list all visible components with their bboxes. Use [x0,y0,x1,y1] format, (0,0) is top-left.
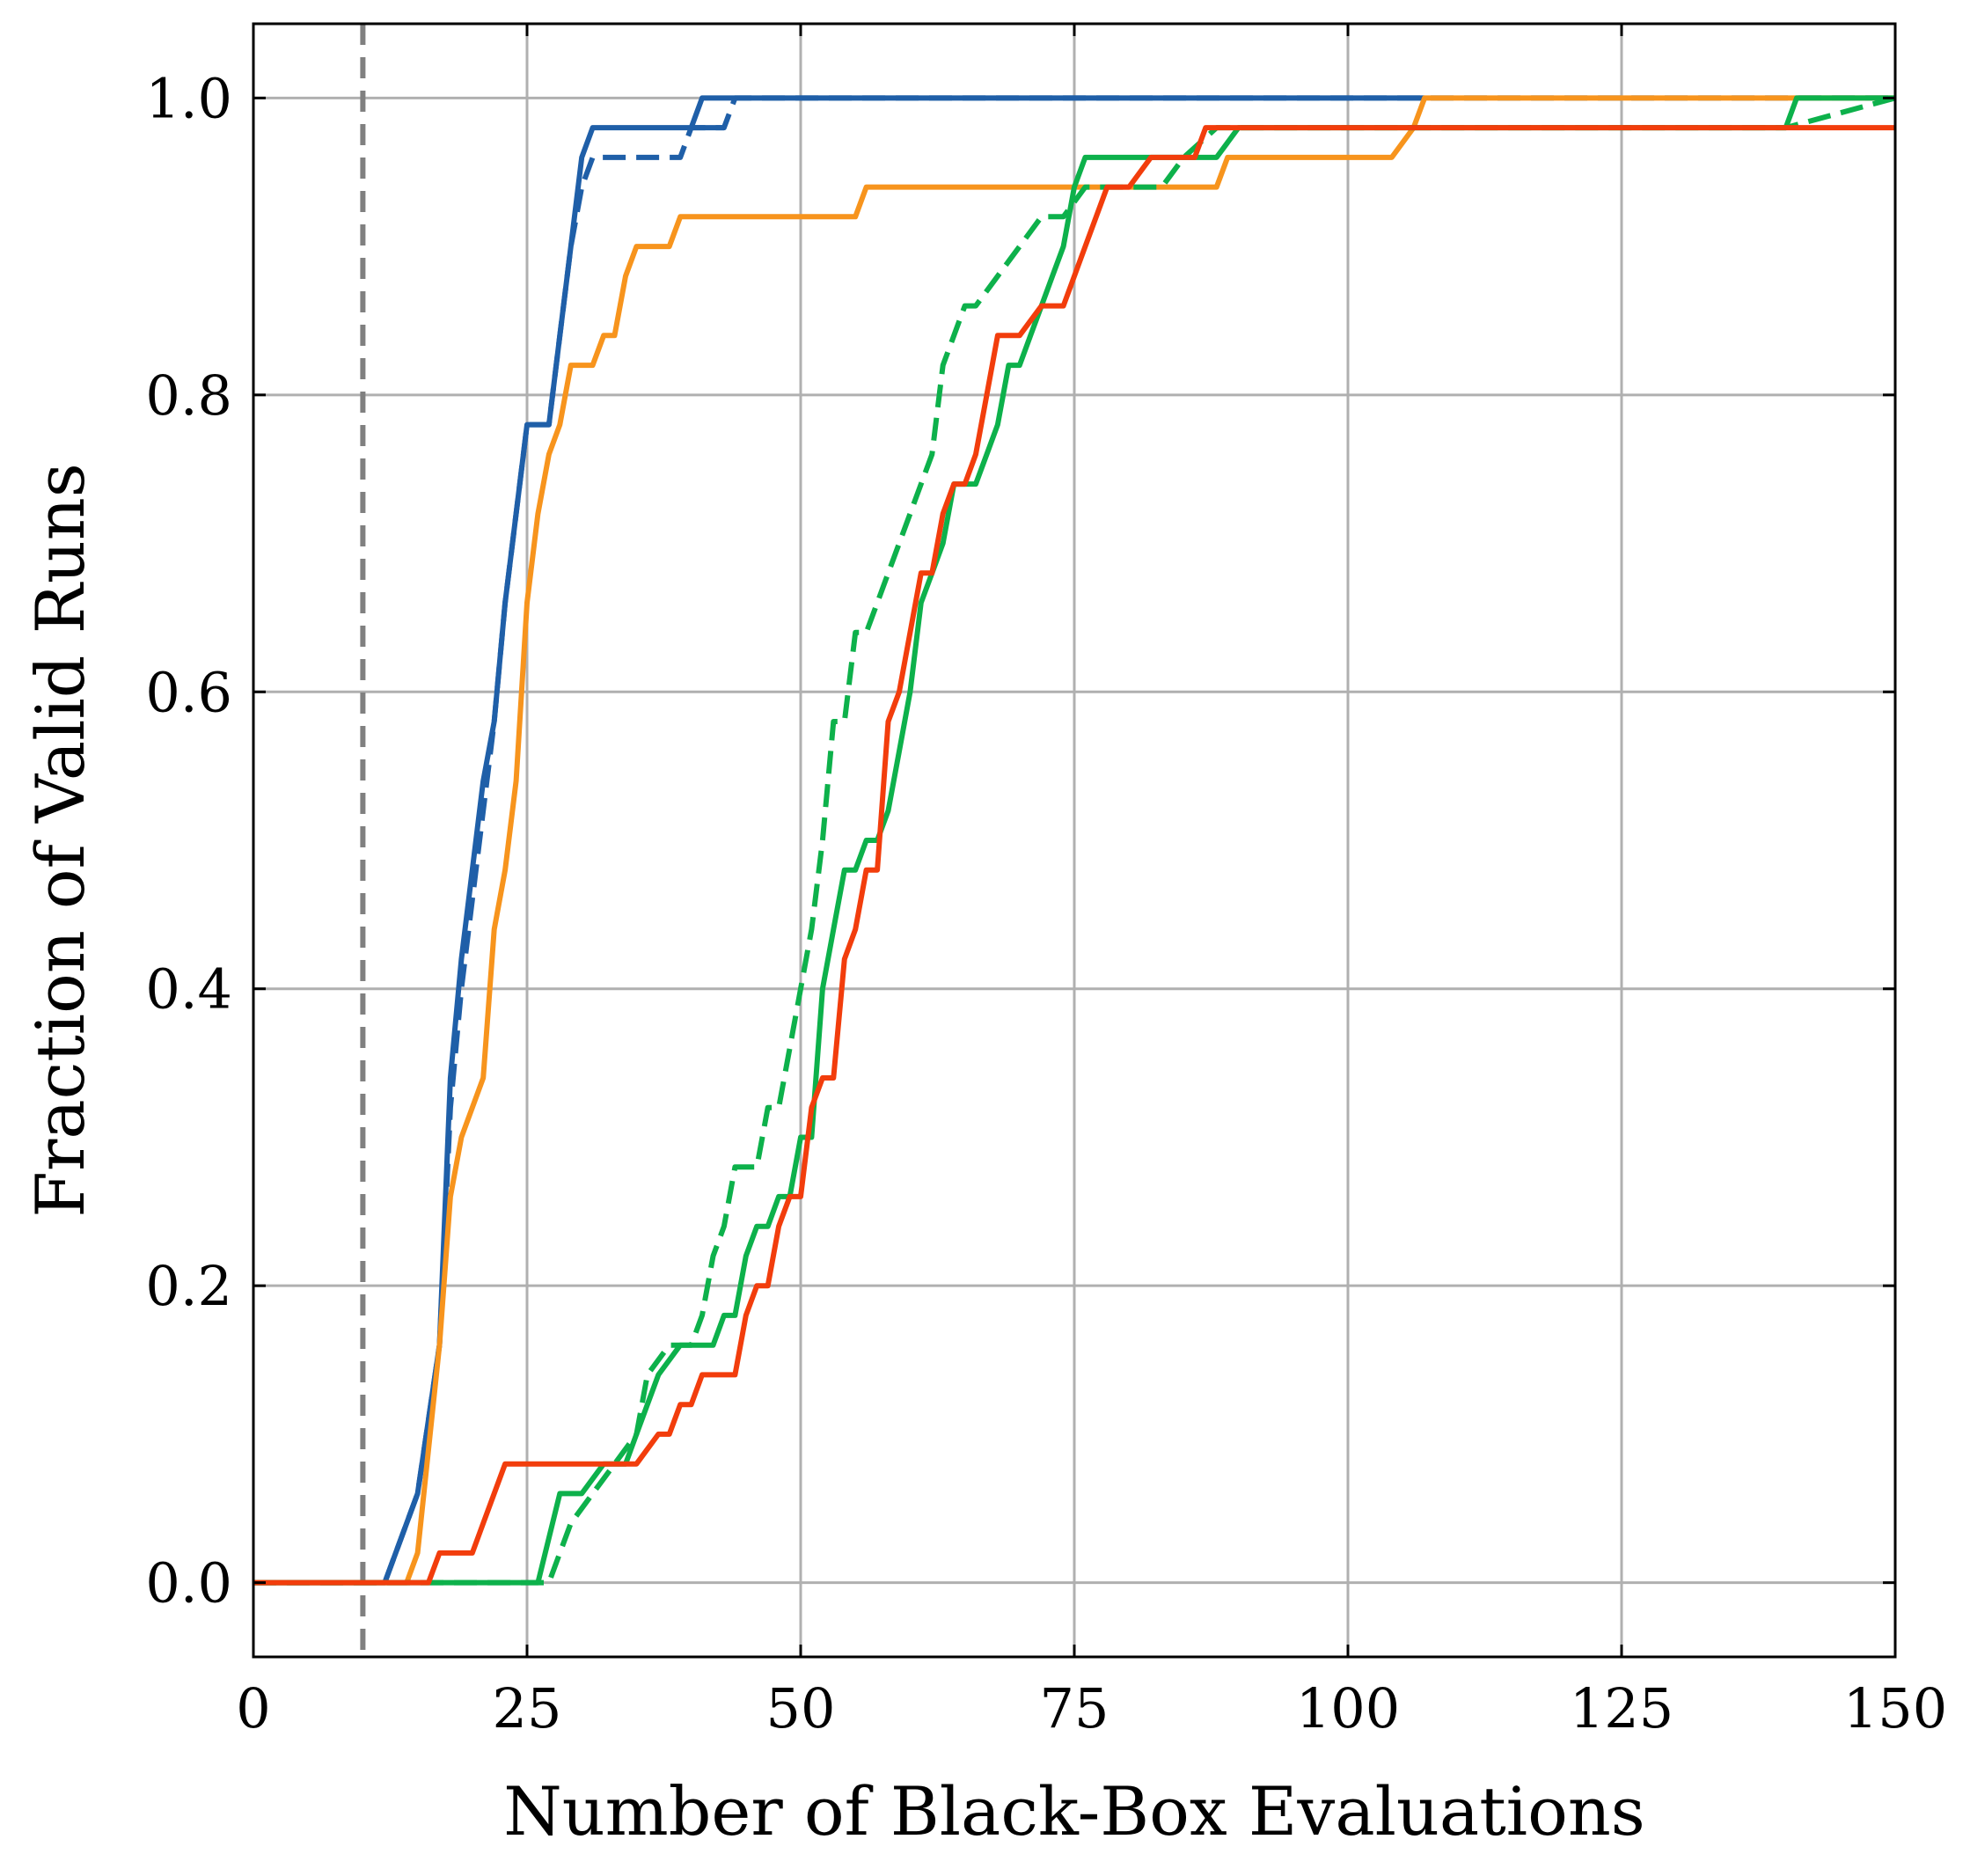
x-tick-label: 25 [493,1676,562,1740]
x-axis-title: Number of Black-Box Evaluations [503,1772,1645,1850]
series-line-5 [253,95,1896,1586]
series-line-7 [253,125,1895,1586]
y-tick-label: 0.0 [145,1551,232,1616]
y-tick-label: 0.4 [145,957,232,1022]
series-line-4 [253,95,1895,1586]
y-tick-label: 0.2 [145,1254,232,1318]
y-axis-title: Fraction of Valid Runs [21,463,99,1217]
x-tick-label: 50 [766,1676,836,1740]
series-lines [253,95,1896,1586]
x-tick-label: 100 [1296,1676,1400,1740]
x-tick-label: 0 [236,1676,270,1740]
y-tick-label: 0.6 [145,660,232,724]
x-tick-label: 75 [1040,1676,1109,1740]
x-tick-label: 125 [1570,1676,1673,1740]
tick-labels: 0 25 50 75 100 125 150 0.0 0.2 0.4 0.6 0.8 1.0 [145,66,1947,1740]
axis-ticks [252,24,1897,1657]
y-tick-label: 1.0 [145,66,232,130]
x-tick-label: 150 [1843,1676,1947,1740]
y-tick-label: 0.8 [145,363,232,428]
series-line-2 [253,95,1425,1586]
